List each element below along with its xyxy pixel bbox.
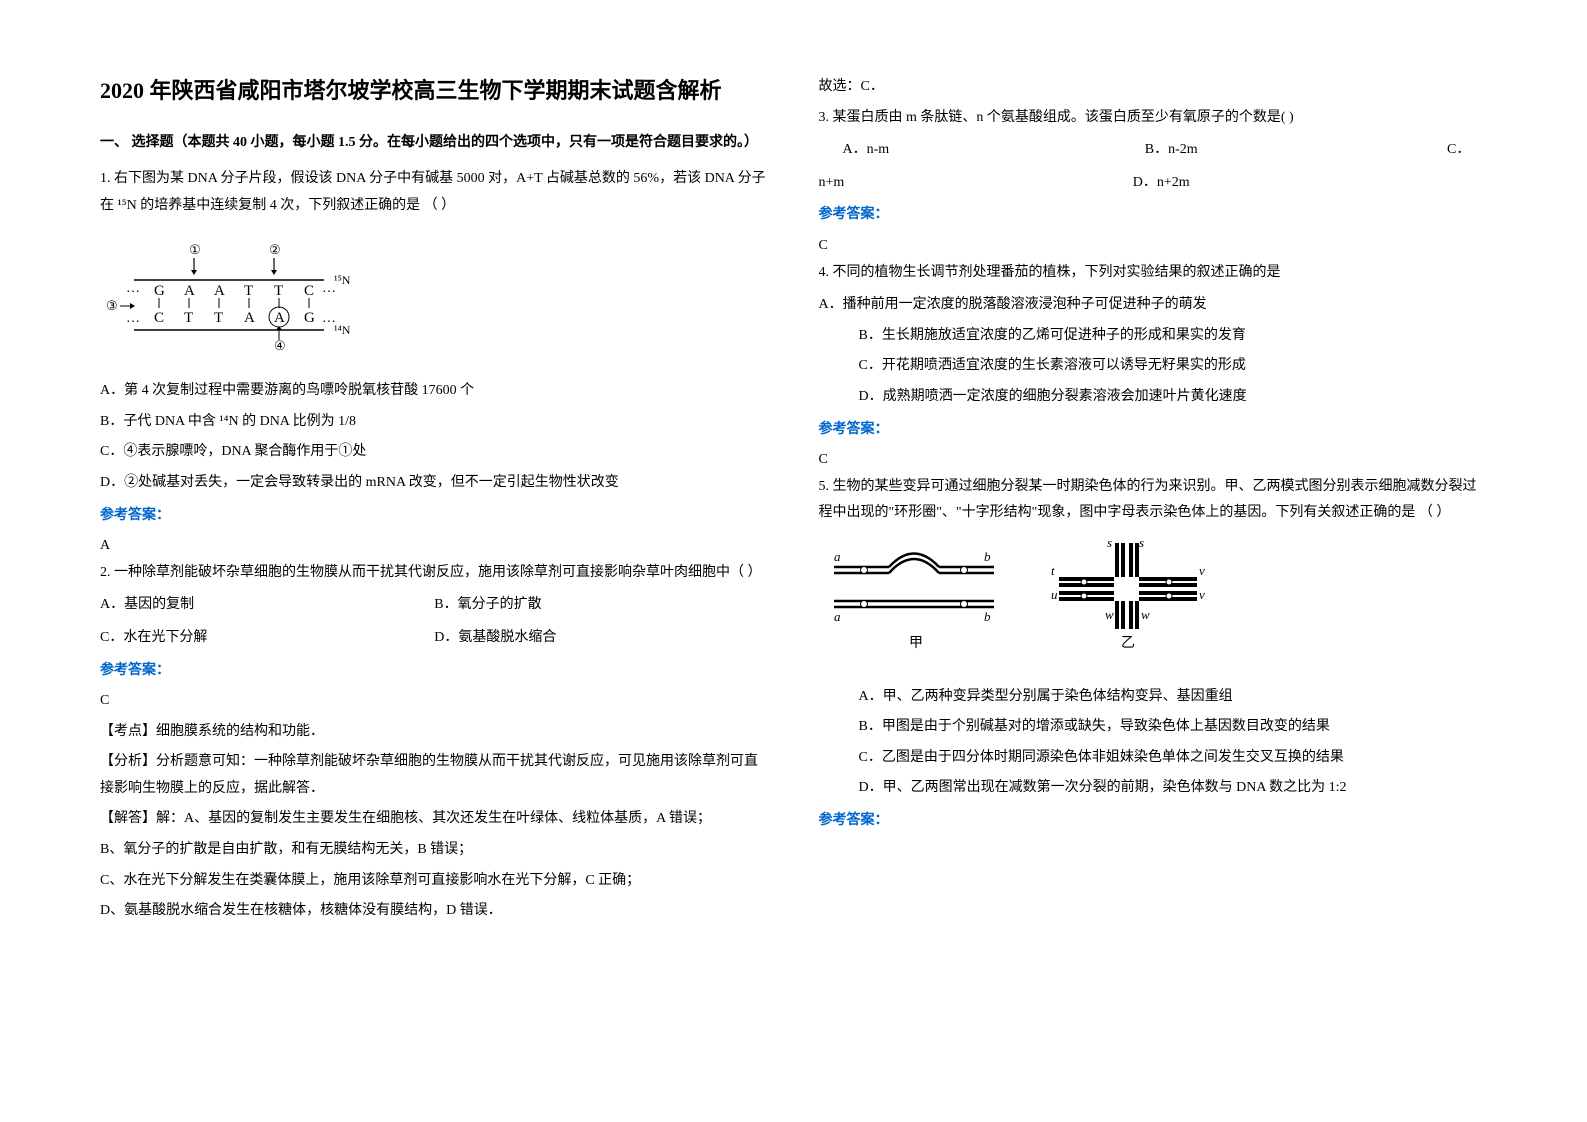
q1-optD: D．②处碱基对丢失，一定会导致转录出的 mRNA 改变，但不一定引起生物性状改变 [100,470,769,497]
yi-u: u [1051,587,1058,602]
q2-answer-label: 参考答案： [100,658,769,685]
q5-optC: C．乙图是由于四分体时期同源染色体非姐妹染色单体之间发生交叉互换的结果 [819,745,1488,772]
dna-diagram-svg: ① ② ¹⁵N … G A A T T C … ③ [104,240,364,350]
q2-conclusion: 故选：C． [819,74,1488,101]
q1-answer: A [100,533,769,560]
q3-row2: n+m D．n+2m [819,170,1488,197]
q4-optD: D．成熟期喷洒一定浓度的细胞分裂素溶液会加速叶片黄化速度 [819,384,1488,411]
fenxi-text: 分析题意可知：一种除草剂能破坏杂草细胞的生物膜从而干扰其代谢反应，可见施用该除草… [100,754,758,796]
q3-optC-prefix: C． [1447,137,1487,164]
q3-stem: 3. 某蛋白质由 m 条肽链、n 个氨基酸组成。该蛋白质至少有氧原子的个数是( … [819,105,1488,132]
jieda-label: 【解答】 [100,811,156,826]
base-g: G [154,283,165,299]
q3-optB: B．n-2m [1145,137,1447,164]
base-c2: C [154,310,164,326]
q1-dna-diagram: ① ② ¹⁵N … G A A T T C … ③ [100,236,368,354]
q2-row1: A．基因的复制 B．氧分子的扩散 [100,592,769,619]
section-header: 一、 选择题（本题共 40 小题，每小题 1.5 分。在每小题给出的四个选项中，… [100,130,769,157]
q3-optA: A．n-m [819,137,1145,164]
q3-optC: n+m [819,170,1133,197]
jia-b1: b [984,549,991,564]
n14-label: ¹⁴N [334,323,351,337]
exam-title: 2020 年陕西省咸阳市塔尔坡学校高三生物下学期期末试题含解析 [100,70,769,112]
jia-a1: a [834,549,841,564]
q4-answer-label: 参考答案： [819,417,1488,444]
base-a4: A [274,310,285,326]
jia-a2: a [834,609,841,624]
yi-group: s s t v u v [1051,535,1205,651]
base-c: C [304,283,314,299]
q1-optC: C．④表示腺嘌呤，DNA 聚合酶作用于①处 [100,439,769,466]
q2-fenxi: 【分析】分析题意可知：一种除草剂能破坏杂草细胞的生物膜从而干扰其代谢反应，可见施… [100,749,769,802]
q1-optB: B．子代 DNA 中含 ¹⁴N 的 DNA 比例为 1/8 [100,409,769,436]
q1-answer-label: 参考答案： [100,503,769,530]
q2-jieda-c: C、水在光下分解发生在类囊体膜上，施用该除草剂可直接影响水在光下分解，C 正确； [100,868,769,895]
base-a2: A [214,283,225,299]
base-t4: T [214,310,223,326]
q5-svg: a b a b 甲 s s [819,535,1239,665]
base-a3: A [244,310,255,326]
yi-label: 乙 [1121,635,1135,651]
base-t1: T [244,283,253,299]
yi-w2: w [1141,607,1150,622]
q3-optD: D．n+2m [1133,170,1447,197]
q2-jieda-d: D、氨基酸脱水缩合发生在核糖体，核糖体没有膜结构，D 错误． [100,898,769,925]
kaodian-text: 细胞膜系统的结构和功能． [156,724,324,739]
q5-stem: 5. 生物的某些变异可通过细胞分裂某一时期染色体的行为来识别。甲、乙两模式图分别… [819,474,1488,527]
q3-answer: C [819,233,1488,260]
q3-answer-label: 参考答案： [819,202,1488,229]
q5-answer-label: 参考答案： [819,808,1488,835]
q5-diagram: a b a b 甲 s s [819,535,1488,676]
yi-t1: t [1051,563,1055,578]
q2-jieda-a: 【解答】解：A、基因的复制发生主要发生在细胞核、其次还发生在叶绿体、线粒体基质，… [100,806,769,833]
q5-optA: A．甲、乙两种变异类型分别属于染色体结构变异、基因重组 [819,684,1488,711]
yi-v1: v [1199,563,1205,578]
label-1: ① [189,242,201,257]
q4-optA: A．播种前用一定浓度的脱落酸溶液浸泡种子可促进种子的萌发 [819,292,1488,319]
label-3: ③ [106,298,118,313]
base-a1: A [184,283,195,299]
base-g2: G [304,310,315,326]
q5-optB: B．甲图是由于个别碱基对的增添或缺失，导致染色体上基因数目改变的结果 [819,714,1488,741]
dots-left-top: … [126,281,140,296]
dots-left-bot: … [126,311,140,326]
fenxi-label: 【分析】 [100,754,156,769]
jieda-a-text: 解：A、基因的复制发生主要发生在细胞核、其次还发生在叶绿体、线粒体基质，A 错误… [156,811,711,826]
jia-b2: b [984,609,991,624]
q1-optA: A．第 4 次复制过程中需要游离的鸟嘌呤脱氧核苷酸 17600 个 [100,378,769,405]
q3-row1: A．n-m B．n-2m C． [819,137,1488,164]
jia-group: a b a b 甲 [834,549,994,651]
n15-label: ¹⁵N [334,273,351,287]
base-t2: T [274,283,283,299]
q2-kaodian: 【考点】细胞膜系统的结构和功能． [100,719,769,746]
q2-answer: C [100,688,769,715]
left-column: 2020 年陕西省咸阳市塔尔坡学校高三生物下学期期末试题含解析 一、 选择题（本… [100,70,769,1082]
label-4: ④ [274,338,286,350]
q1-stem: 1. 右下图为某 DNA 分子片段，假设该 DNA 分子中有碱基 5000 对，… [100,166,769,219]
q5-optD: D．甲、乙两图常出现在减数第一次分裂的前期，染色体数与 DNA 数之比为 1:2 [819,775,1488,802]
q2-stem: 2. 一种除草剂能破坏杂草细胞的生物膜从而干扰其代谢反应，施用该除草剂可直接影响… [100,560,769,587]
q2-optD: D．氨基酸脱水缩合 [434,625,768,652]
q4-optC: C．开花期喷洒适宜浓度的生长素溶液可以诱导无籽果实的形成 [819,353,1488,380]
q2-optB: B．氧分子的扩散 [434,592,768,619]
q2-optC: C．水在光下分解 [100,625,434,652]
q4-answer: C [819,447,1488,474]
q2-jieda-b: B、氧分子的扩散是自由扩散，和有无膜结构无关，B 错误； [100,837,769,864]
yi-v2: v [1199,587,1205,602]
yi-s1: s [1107,535,1112,550]
kaodian-label: 【考点】 [100,724,156,739]
dots-right-top: … [322,281,336,296]
right-column: 故选：C． 3. 某蛋白质由 m 条肽链、n 个氨基酸组成。该蛋白质至少有氧原子… [819,70,1488,1082]
q4-stem: 4. 不同的植物生长调节剂处理番茄的植株，下列对实验结果的叙述正确的是 [819,260,1488,287]
q2-row2: C．水在光下分解 D．氨基酸脱水缩合 [100,625,769,652]
label-2: ② [269,242,281,257]
yi-s2: s [1139,535,1144,550]
q4-optB: B．生长期施放适宜浓度的乙烯可促进种子的形成和果实的发育 [819,323,1488,350]
jia-label: 甲 [909,636,923,651]
yi-w1: w [1105,607,1114,622]
base-t3: T [184,310,193,326]
q2-optA: A．基因的复制 [100,592,434,619]
